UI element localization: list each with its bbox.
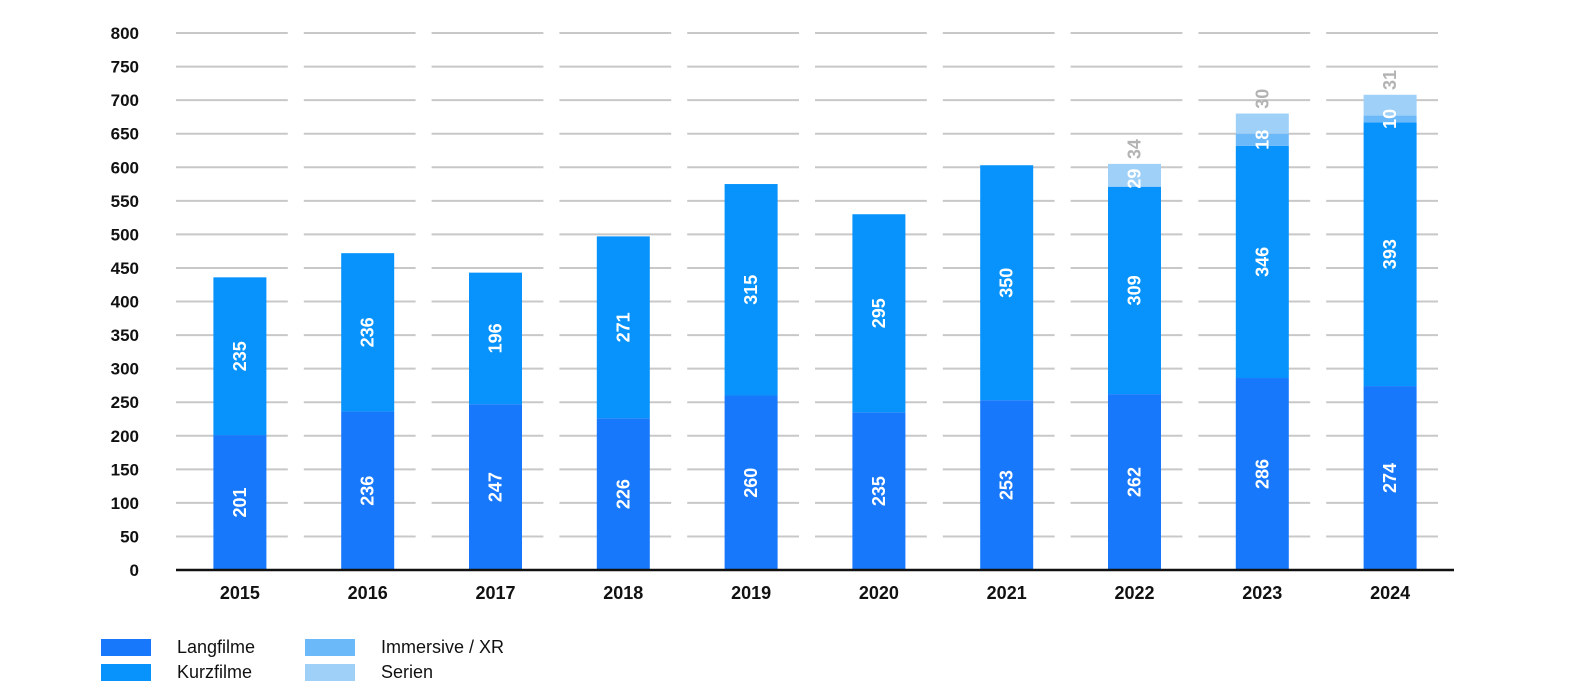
data-label: 10 (1380, 109, 1400, 129)
legend-item-kurzfilme: Kurzfilme (101, 662, 252, 683)
data-label: 315 (741, 275, 761, 305)
data-label: 30 (1252, 89, 1272, 109)
bar-segment-kurzfilme (341, 253, 395, 412)
data-label: 260 (741, 468, 761, 498)
bar-segment-langfilme (1363, 386, 1417, 570)
bar-segment-kurzfilme (1108, 186, 1161, 395)
bar-segment-langfilme (1235, 378, 1289, 570)
legend-item-langfilme: Langfilme (101, 637, 255, 658)
y-tick-label: 150 (111, 460, 139, 479)
bar-segment-serien (1235, 113, 1289, 134)
y-tick-label: 450 (111, 259, 139, 278)
data-label: 309 (1125, 275, 1145, 305)
bar-segment-immersive-xr (1235, 133, 1289, 146)
bar-segment-kurzfilme (469, 272, 522, 405)
data-label: 271 (613, 312, 633, 342)
legend-swatch-langfilme (101, 639, 151, 656)
bar-segment-langfilme (596, 418, 650, 570)
bar-segment-langfilme (724, 395, 778, 570)
bar-segment-langfilme (980, 400, 1034, 570)
bar-segment-kurzfilme (1235, 145, 1289, 379)
data-label: 393 (1380, 239, 1400, 269)
data-label: 236 (358, 476, 378, 506)
data-label: 226 (613, 479, 633, 509)
bar-segment-langfilme (1108, 394, 1161, 570)
bar-segment-langfilme (341, 411, 395, 570)
data-label: 346 (1252, 247, 1272, 277)
data-label: 350 (997, 268, 1017, 298)
data-label: 274 (1380, 463, 1400, 493)
x-tick-label: 2017 (475, 583, 515, 603)
x-tick-label: 2021 (987, 583, 1027, 603)
y-tick-label: 100 (111, 494, 139, 513)
bar-segment-serien (1363, 94, 1417, 116)
bar-segment-kurzfilme (1363, 122, 1417, 387)
y-tick-label: 350 (111, 326, 139, 345)
y-tick-label: 600 (111, 158, 139, 177)
x-tick-label: 2023 (1242, 583, 1282, 603)
x-tick-label: 2016 (348, 583, 388, 603)
x-axis: 2015 2016 2017 2018 2019 2020 2021 2022 2023 2024 (176, 568, 1454, 603)
y-tick-label: 0 (130, 561, 139, 580)
y-tick-label: 550 (111, 192, 139, 211)
legend-swatch-kurzfilme (101, 664, 151, 681)
bar-segment-kurzfilme (213, 277, 267, 436)
x-tick-label: 2022 (1114, 583, 1154, 603)
data-label: 236 (358, 317, 378, 347)
data-label: 31 (1380, 70, 1400, 90)
bar-segment-serien (1108, 163, 1161, 187)
data-label: 196 (486, 323, 506, 353)
legend-item-immersive-xr: Immersive / XR (305, 637, 504, 658)
bar-segment-kurzfilme (596, 236, 650, 419)
x-tick-label: 2020 (859, 583, 899, 603)
bar-segment-langfilme (852, 412, 906, 570)
legend-label-kurzfilme: Kurzfilme (177, 662, 253, 682)
y-tick-label: 400 (111, 293, 139, 312)
legend-label-serien: Serien (381, 662, 434, 682)
y-tick-label: 650 (111, 125, 139, 144)
y-tick-label: 800 (111, 24, 139, 43)
legend-label-immersive-xr: Immersive / XR (381, 637, 505, 657)
legend-label-langfilme: Langfilme (177, 637, 256, 657)
bar-segment-langfilme (469, 404, 522, 570)
data-label: 286 (1252, 459, 1272, 489)
data-label: 295 (869, 298, 889, 328)
bars: 201 235 236 236 247 196 226 271 260 315 235 295 253 3… (213, 70, 1417, 570)
data-label: 235 (230, 341, 250, 371)
data-label: 235 (869, 476, 889, 506)
data-label: 34 (1125, 139, 1145, 159)
y-tick-label: 300 (111, 360, 139, 379)
legend-item-serien: Serien (305, 662, 433, 683)
legend-swatch-serien (305, 664, 355, 681)
bar-segment-kurzfilme (724, 184, 778, 396)
legend-swatch-immersive-xr (305, 639, 355, 656)
y-tick-label: 200 (111, 427, 139, 446)
y-tick-label: 50 (120, 527, 139, 546)
bar-segment-kurzfilme (980, 165, 1034, 401)
data-label: 201 (230, 488, 250, 518)
y-tick-label: 750 (111, 58, 139, 77)
data-label: 247 (486, 472, 506, 502)
x-tick-label: 2015 (220, 583, 260, 603)
data-label: 253 (997, 470, 1017, 500)
data-label: 262 (1125, 467, 1145, 497)
bar-segment-immersive-xr (1363, 115, 1417, 123)
y-tick-label: 500 (111, 225, 139, 244)
x-tick-label: 2019 (731, 583, 771, 603)
data-label: 18 (1252, 130, 1272, 150)
y-tick-label: 250 (111, 393, 139, 412)
y-axis: 0 50 100 150 200 250 300 350 400 450 500 550 600 650 7… (111, 24, 139, 580)
y-tick-label: 700 (111, 91, 139, 110)
x-tick-label: 2018 (603, 583, 643, 603)
data-label: 29 (1125, 169, 1145, 189)
bar-segment-langfilme (213, 435, 267, 570)
bar-segment-kurzfilme (852, 214, 906, 413)
x-tick-label: 2024 (1370, 583, 1410, 603)
